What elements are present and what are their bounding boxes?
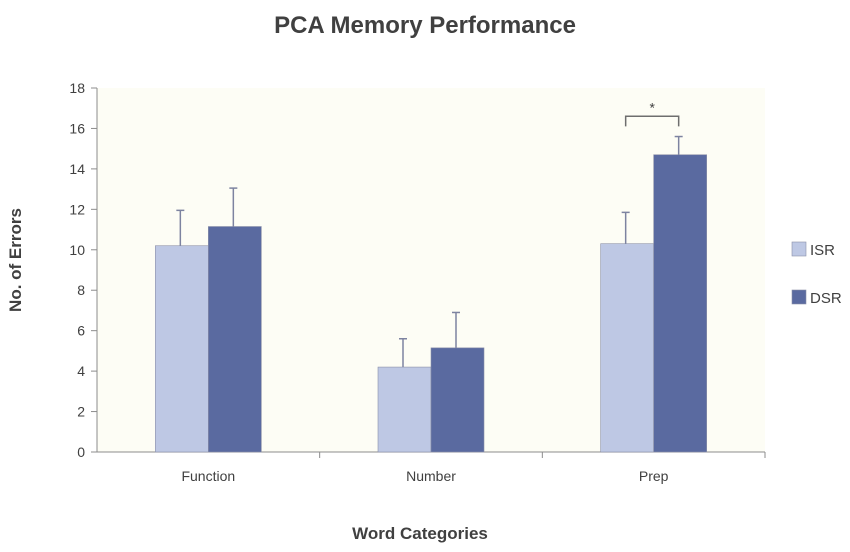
y-tick-label: 18 [69, 80, 85, 96]
y-tick-label: 4 [77, 363, 85, 379]
y-tick-label: 16 [69, 120, 85, 136]
x-tick-label: Prep [639, 468, 669, 484]
y-tick-label: 0 [77, 444, 85, 460]
bar-dsr [653, 154, 707, 453]
legend-label-dsr: DSR [810, 290, 842, 307]
y-tick-label: 2 [77, 404, 85, 420]
x-axis-label: Word Categories [352, 524, 488, 543]
chart-title: PCA Memory Performance [274, 12, 576, 39]
y-tick-label: 10 [69, 242, 85, 258]
legend-swatch-isr [791, 241, 807, 257]
bar-dsr [430, 347, 485, 453]
legend-swatch-dsr [791, 289, 807, 305]
bar-isr [600, 243, 654, 453]
significance-label: * [649, 99, 655, 115]
y-tick-label: 12 [69, 201, 85, 217]
bar-dsr [208, 226, 262, 453]
y-tick-label: 6 [77, 323, 85, 339]
significance-bracket [624, 115, 680, 127]
y-tick-label: 14 [69, 161, 85, 177]
legend-label-isr: ISR [810, 242, 835, 259]
bar-isr [377, 366, 432, 453]
x-tick-label: Function [181, 468, 235, 484]
x-tick-label: Number [406, 468, 456, 484]
y-tick-label: 8 [77, 282, 85, 298]
bar-isr [155, 245, 209, 453]
